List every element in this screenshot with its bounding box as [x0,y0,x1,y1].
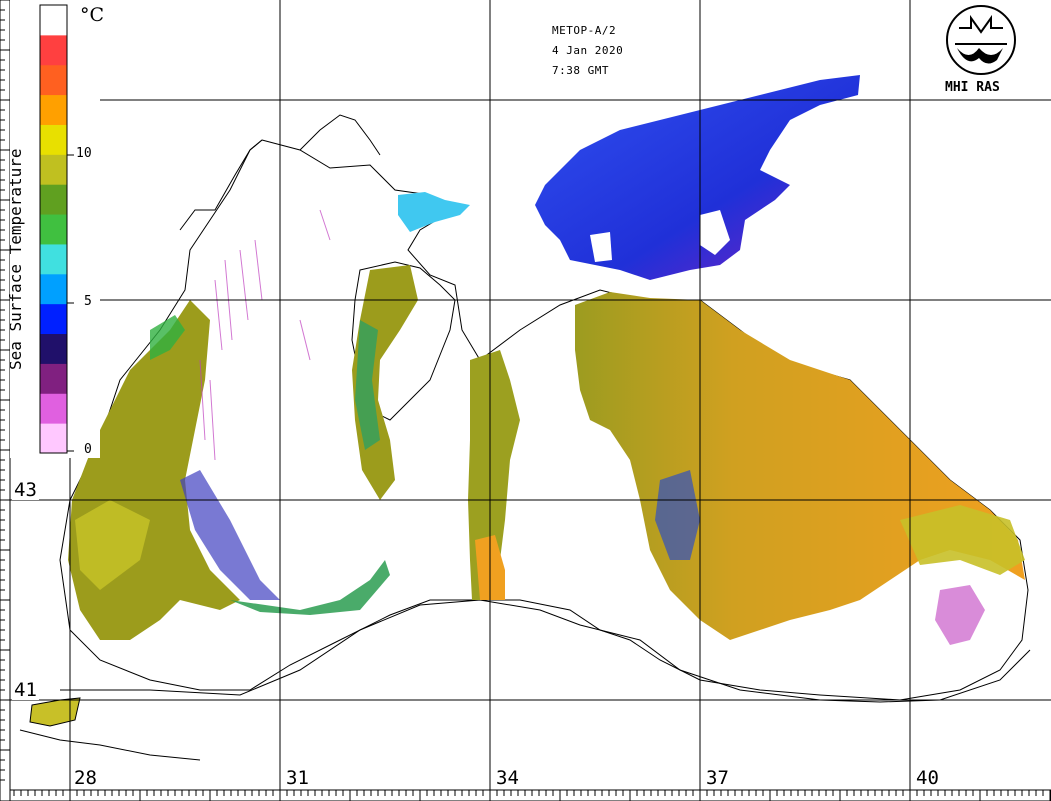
colorbar-swatch [40,94,67,125]
colorbar-title: Sea Surface Temperature [6,148,25,370]
colorbar-tick-0: 0 [84,442,92,457]
date-label: 4 Jan 2020 [552,44,624,57]
sea-of-azov-sst [535,75,860,280]
colorbar-tick-10: 10 [76,146,92,161]
aegean-coast [19,729,201,761]
marmara-sea-sst [29,697,81,727]
western-front-blue [180,470,280,600]
colorbar-swatch [40,124,67,155]
left-ruler-ticks [0,0,10,781]
southwest-front [230,560,390,615]
colorbar-swatch [40,154,67,185]
colorbar-swatch [40,5,67,36]
northwest-coastline [179,114,381,231]
east-cold-eddy [935,585,985,645]
western-shelf-yellow [75,500,150,590]
colorbar-swatch [40,214,67,245]
karkinit-bay-sst [398,192,470,232]
colorbar-swatch [40,184,67,215]
colorbar-swatch [40,333,67,364]
colorbar-swatches [40,5,67,454]
colorbar-swatch [40,423,67,454]
satellite-label: METOP-A/2 [552,24,617,37]
colorbar-swatch [40,34,67,66]
colorbar-unit: °C [80,4,105,26]
latitude-label-41: 41 [12,679,39,701]
east-front-blue [655,470,700,560]
longitude-label-34: 34 [494,767,521,789]
azov-clear-patch [700,210,730,255]
colorbar-swatch [40,363,67,394]
colorbar-tick-5: 5 [84,294,92,309]
crimea-front-green [355,320,380,450]
colorbar-swatch [40,64,67,96]
colorbar-swatch [40,303,67,335]
azov-clear-patch-2 [590,232,612,262]
western-front-green [150,315,185,360]
longitude-label-28: 28 [72,767,99,789]
logo-label: MHI RAS [945,80,1000,95]
colorbar-frame [39,4,68,454]
mhi-ras-logo-icon [946,5,1016,75]
cloud-noise [199,209,331,461]
longitude-label-31: 31 [284,767,311,789]
time-label: 7:38 GMT [552,64,609,77]
east-edge-front [900,505,1025,575]
latitude-label-43: 43 [12,479,39,501]
central-strip-sst [468,350,520,600]
longitude-label-40: 40 [914,767,941,789]
colorbar-swatch [40,273,67,305]
longitude-label-37: 37 [704,767,731,789]
colorbar-swatch [40,243,67,275]
ruler-ticks [0,790,1051,801]
colorbar-swatch [40,393,67,424]
